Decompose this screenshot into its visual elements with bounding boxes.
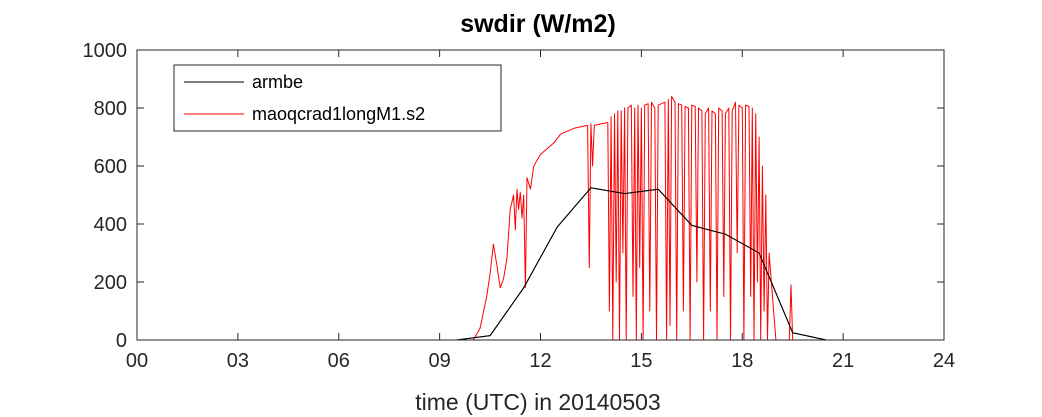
x-tick-label: 09 [429,350,451,372]
x-tick-label: 18 [731,350,753,372]
x-tick-label: 15 [630,350,652,372]
x-tick-label: 12 [529,350,551,372]
x-tick-label: 24 [933,350,955,372]
y-tick-label: 600 [94,156,127,178]
y-tick-label: 200 [94,272,127,294]
series-line-maoqcrad [137,95,944,341]
y-tick-label: 1000 [83,40,128,62]
y-tick-label: 0 [116,330,127,352]
plot-area: 00 03 06 09 12 15 18 21 24 0 200 400 600 800 1000 armbe… [83,40,956,372]
x-axis-title: time (UTC) in 20140503 [415,389,660,415]
legend-box [173,64,502,132]
x-tick-label: 00 [126,350,148,372]
x-tick-label: 06 [328,350,350,372]
series-line-armbe-overlay [137,187,944,341]
legend-label: armbe [252,72,303,92]
chart-title: swdir (W/m2) [460,10,616,38]
legend-label: maoqcrad1longM1.s2 [252,104,425,124]
x-tick-label: 03 [227,350,249,372]
y-tick-label: 400 [94,214,127,236]
legend: armbe maoqcrad1longM1.s2 [173,64,502,132]
y-tick-label: 800 [94,98,127,120]
x-tick-label: 21 [832,350,854,372]
